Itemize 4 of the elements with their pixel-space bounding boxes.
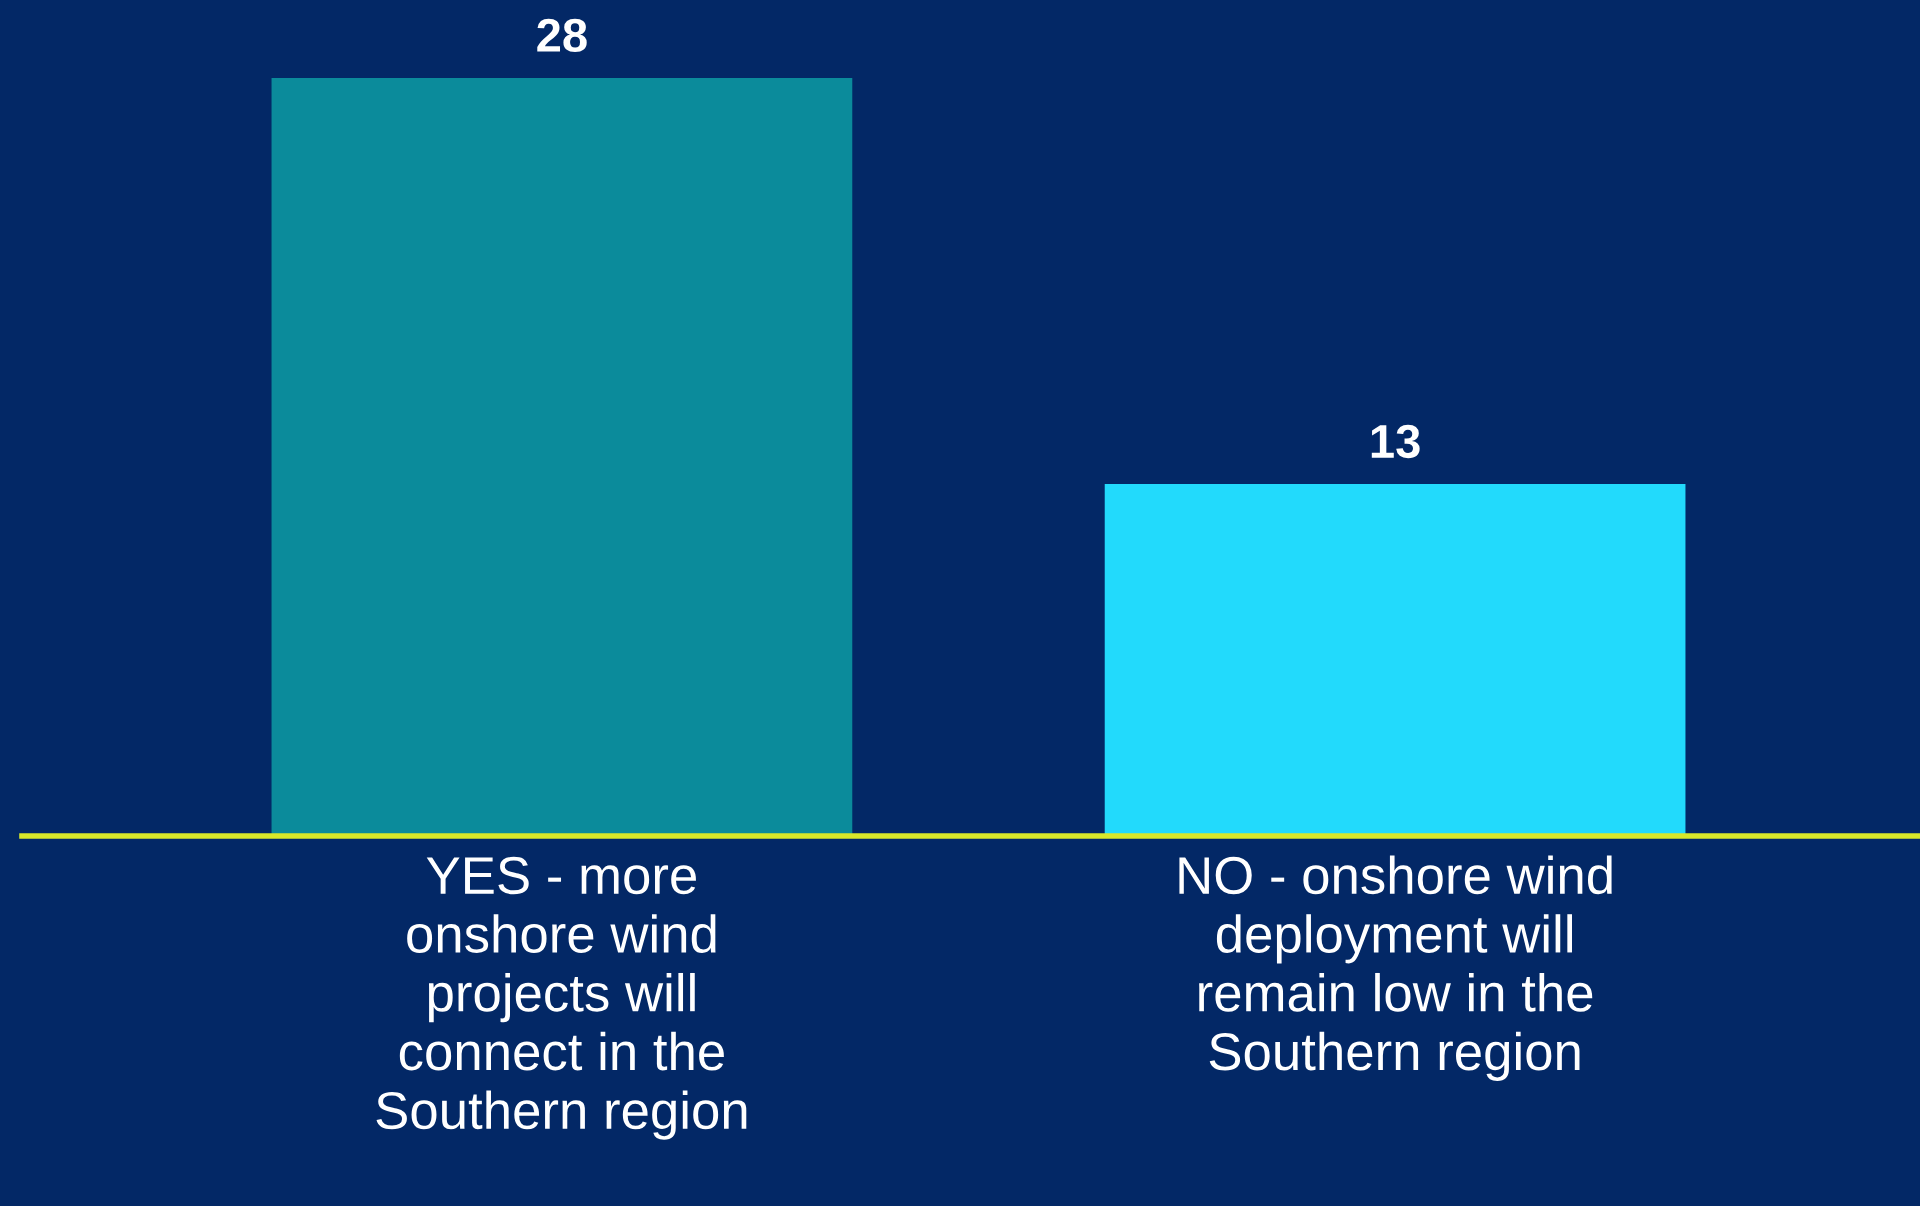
x-tick-label: YES - more onshore wind projects will connect in the Southern region	[376, 856, 747, 1140]
data-label: 13	[1371, 424, 1420, 459]
x-tick-label: NO - onshore wind deployment will remain low in the Southern region	[1179, 855, 1612, 1081]
data-label: 28	[537, 18, 587, 53]
